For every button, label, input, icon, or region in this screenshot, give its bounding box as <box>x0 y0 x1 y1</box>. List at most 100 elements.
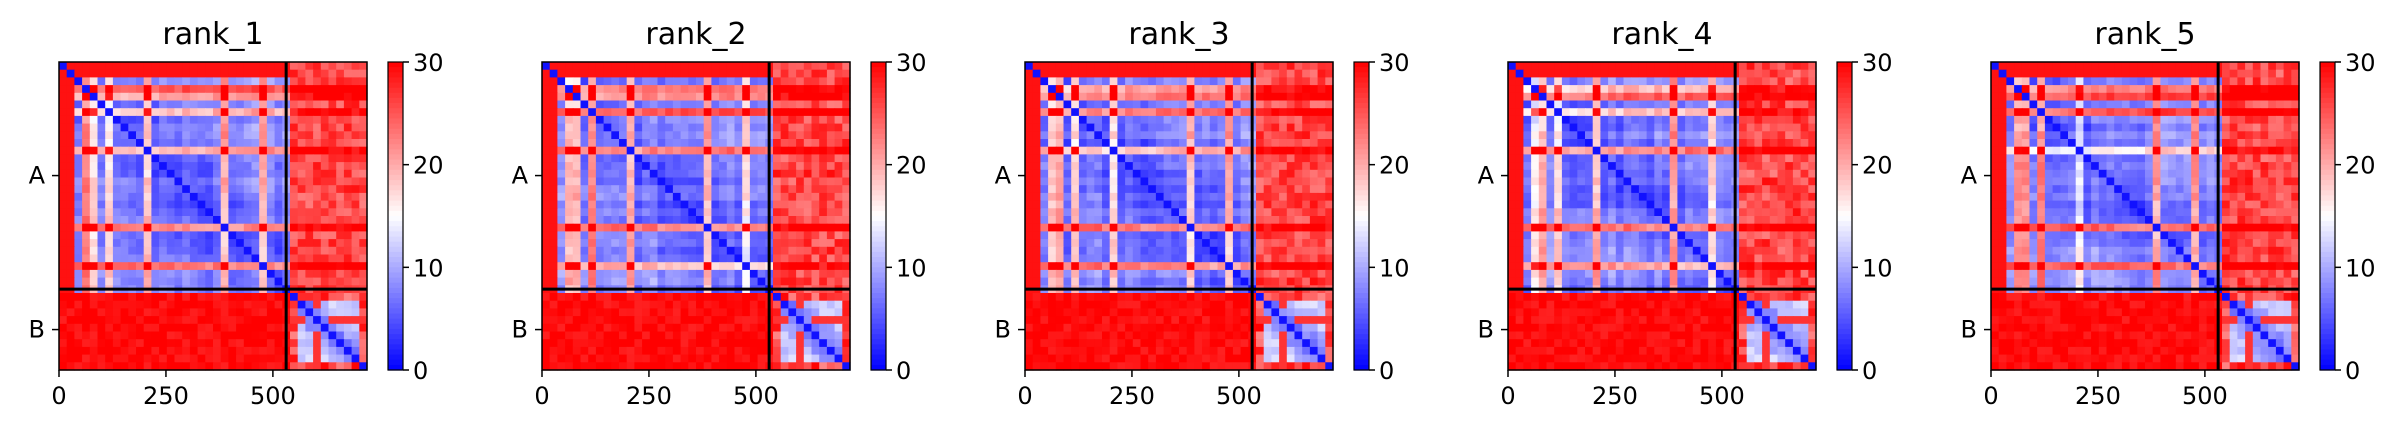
heatmap-cell <box>343 346 353 356</box>
heatmap-cell <box>1032 208 1041 217</box>
heatmap-cell <box>274 362 283 371</box>
heatmap-cell <box>205 85 214 94</box>
heatmap-cell <box>611 331 620 340</box>
heatmap-cell <box>565 108 574 117</box>
heatmap-cell <box>1071 177 1080 186</box>
heatmap-cell <box>1078 262 1088 271</box>
heatmap-cell <box>757 331 766 340</box>
heatmap-cell <box>1209 108 1219 117</box>
heatmap-cell <box>1086 192 1095 202</box>
heatmap-cell <box>1217 262 1226 271</box>
heatmap-cell <box>819 293 828 302</box>
heatmap-cell <box>1109 262 1118 271</box>
heatmap-cell <box>1086 354 1095 363</box>
heatmap-cell <box>259 69 268 78</box>
heatmap-cell <box>688 169 697 179</box>
heatmap-cell <box>1186 192 1195 202</box>
heatmap-cell <box>1025 269 1034 279</box>
heatmap-cell <box>1209 123 1219 132</box>
heatmap-cell <box>128 308 137 317</box>
heatmap-cell <box>688 162 697 171</box>
heatmap-cell <box>588 246 597 256</box>
heatmap-cell <box>742 139 751 148</box>
heatmap-cell <box>796 200 805 209</box>
heatmap-cell <box>1117 139 1126 148</box>
heatmap-cell <box>688 216 697 225</box>
heatmap-cell <box>205 293 214 302</box>
heatmap-cell <box>572 354 582 363</box>
heatmap-cell <box>595 331 605 340</box>
heatmap-cell <box>328 169 337 179</box>
heatmap-cell <box>595 308 605 317</box>
heatmap-cell <box>1179 339 1188 348</box>
colorbar-segment <box>388 328 403 335</box>
heatmap-cell <box>595 139 605 148</box>
heatmap-cell <box>803 92 813 102</box>
heatmap-cell <box>320 354 330 363</box>
heatmap-cell <box>1325 346 1334 356</box>
heatmap-cell <box>290 216 299 225</box>
heatmap-cell <box>626 123 635 132</box>
heatmap-cell <box>66 339 75 348</box>
heatmap-cell <box>359 331 368 340</box>
heatmap-cell <box>266 69 276 78</box>
heatmap-cell <box>1148 92 1157 102</box>
heatmap-cell <box>657 185 666 194</box>
heatmap-cell <box>112 277 122 286</box>
heatmap-cell <box>742 277 751 286</box>
heatmap-cell <box>588 262 597 271</box>
heatmap-cell <box>619 185 628 194</box>
heatmap-cell <box>542 269 551 279</box>
heatmap-cell <box>197 162 206 171</box>
heatmap-cell <box>711 239 720 248</box>
heatmap-cell <box>274 208 283 217</box>
heatmap-cell <box>642 131 651 140</box>
heatmap-cell <box>619 115 628 125</box>
heatmap-cell <box>197 216 206 225</box>
heatmap-cell <box>359 254 368 263</box>
heatmap-cell <box>834 62 843 71</box>
heatmap-cell <box>197 77 206 86</box>
heatmap-cell <box>1048 185 1057 194</box>
heatmap-cell <box>290 254 299 263</box>
heatmap-cell <box>1286 108 1296 117</box>
heatmap-cell <box>74 139 83 148</box>
heatmap-cell <box>1286 300 1296 309</box>
colorbar-segment <box>871 82 886 89</box>
heatmap-cell <box>305 331 314 340</box>
heatmap-cell <box>742 123 751 132</box>
heatmap-cell <box>1117 316 1126 325</box>
heatmap-cell <box>1240 300 1249 309</box>
heatmap-cell <box>166 100 176 109</box>
heatmap-cell <box>842 108 851 117</box>
heatmap-cell <box>343 216 353 225</box>
heatmap-cell <box>1048 269 1057 279</box>
heatmap-cell <box>1263 146 1272 155</box>
heatmap-cell <box>1148 323 1157 333</box>
heatmap-cell <box>549 185 558 194</box>
heatmap-cell <box>182 223 191 232</box>
heatmap-cell <box>1032 139 1041 148</box>
heatmap-cell <box>136 146 145 155</box>
heatmap-cell <box>703 200 712 209</box>
heatmap-cell <box>557 246 566 256</box>
heatmap-cell <box>351 100 360 109</box>
heatmap-cell <box>1217 85 1226 94</box>
heatmap-cell <box>274 293 283 302</box>
heatmap-cell <box>343 316 353 325</box>
heatmap-cell <box>236 277 245 286</box>
heatmap-cell <box>803 131 813 140</box>
heatmap-cell <box>174 154 183 163</box>
heatmap-cell <box>213 316 222 325</box>
heatmap-cell <box>351 162 360 171</box>
heatmap-cell <box>703 139 712 148</box>
heatmap-cell <box>205 139 214 148</box>
heatmap-cell <box>1209 246 1219 256</box>
heatmap-cell <box>136 339 145 348</box>
heatmap-cell <box>1109 339 1118 348</box>
heatmap-cell <box>266 231 276 240</box>
heatmap-cell <box>657 208 666 217</box>
colorbar-segment <box>871 205 886 212</box>
heatmap-cell <box>1225 331 1234 340</box>
heatmap-cell <box>1117 92 1126 102</box>
